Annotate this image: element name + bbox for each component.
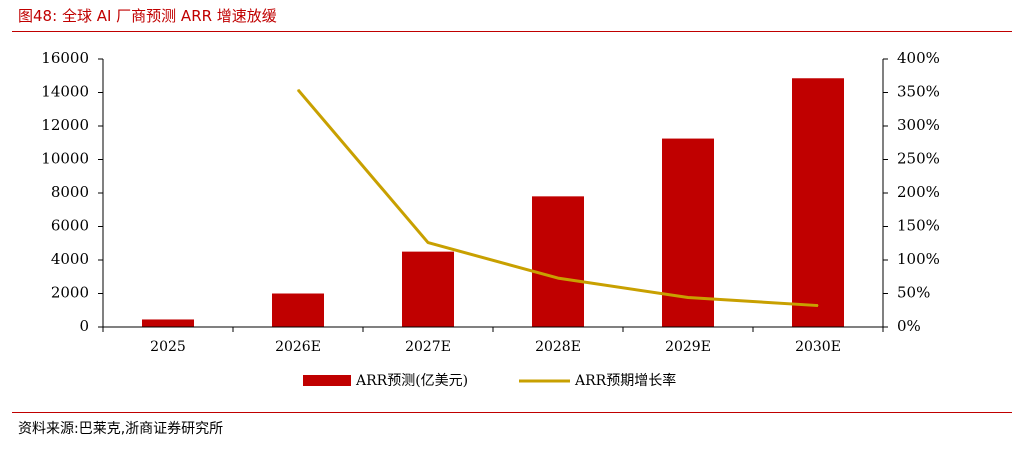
y-left-tick-label: 8000 xyxy=(51,183,89,201)
x-tick-label-2030E: 2030E xyxy=(795,339,841,355)
source-divider xyxy=(12,412,1012,413)
legend-bar-swatch xyxy=(303,375,351,386)
growth-rate-point-2030E xyxy=(817,305,819,307)
x-tick-label-2026E: 2026E xyxy=(275,339,321,355)
x-tick-label-2025: 2025 xyxy=(150,339,186,355)
y-left-tick-label: 10000 xyxy=(41,150,89,168)
bar-2027E xyxy=(402,251,454,327)
title-divider xyxy=(12,31,1012,32)
figure-title-text: 全球 AI 厂商预测 ARR 增速放缓 xyxy=(61,7,277,25)
y-right-tick-label: 150% xyxy=(897,217,940,235)
bar-2030E xyxy=(792,78,844,327)
growth-rate-point-2029E xyxy=(687,297,689,299)
y-left-tick-label: 2000 xyxy=(51,284,89,302)
y-right-tick-label: 350% xyxy=(897,83,940,101)
y-right-tick-label: 0% xyxy=(897,317,921,335)
legend-bar-label: ARR预测(亿美元) xyxy=(355,373,468,389)
legend-line-label: ARR预期增长率 xyxy=(574,372,676,389)
y-left-tick-label: 16000 xyxy=(41,49,89,67)
growth-rate-point-2027E xyxy=(427,242,429,244)
x-tick-label-2028E: 2028E xyxy=(535,339,581,355)
y-right-tick-label: 50% xyxy=(897,284,930,302)
bar-2026E xyxy=(272,293,324,327)
growth-rate-point-2028E xyxy=(557,277,559,279)
bar-2025 xyxy=(142,319,194,327)
y-left-tick-label: 12000 xyxy=(41,116,89,134)
arr-chart: 0 2000 4000 6000 8000 10000 12000 14000 16000 0% 5… xyxy=(41,49,940,389)
figure-label: 图48: xyxy=(18,7,58,25)
x-tick-label-2027E: 2027E xyxy=(405,339,451,355)
y-left-tick-label: 4000 xyxy=(51,250,89,268)
y-right-tick-label: 400% xyxy=(897,49,940,67)
growth-rate-point-2026E xyxy=(297,89,299,91)
y-left-tick-label: 0 xyxy=(79,317,89,335)
y-right-tick-label: 200% xyxy=(897,183,940,201)
y-left-tick-label: 14000 xyxy=(41,83,89,101)
bar-2028E xyxy=(532,196,584,327)
y-right-tick-label: 100% xyxy=(897,250,940,268)
source-note: 资料来源:巴莱克,浙商证券研究所 xyxy=(18,421,224,437)
figure-title: 图48: 全球 AI 厂商预测 ARR 增速放缓 xyxy=(18,5,277,26)
y-right-tick-label: 300% xyxy=(897,116,940,134)
y-left-tick-label: 6000 xyxy=(51,217,89,235)
x-tick-label-2029E: 2029E xyxy=(665,339,711,355)
y-right-tick-label: 250% xyxy=(897,150,940,168)
